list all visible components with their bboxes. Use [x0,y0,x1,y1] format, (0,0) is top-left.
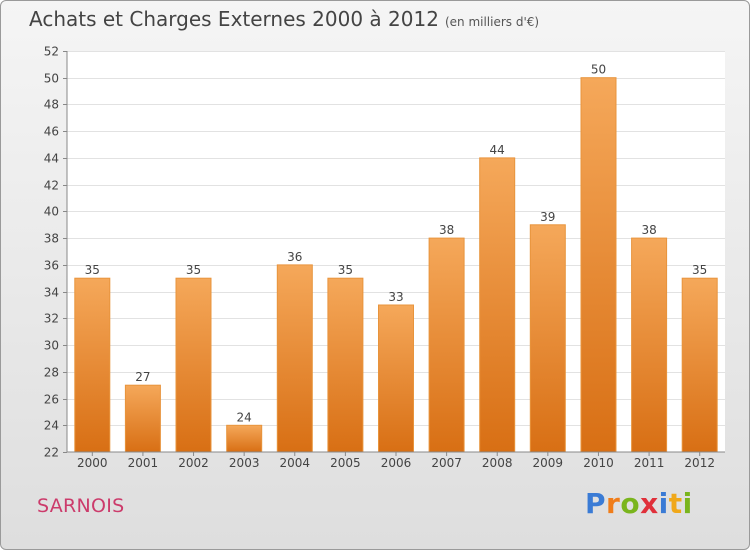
logo-letter: r [606,487,621,520]
y-tick-label: 52 [44,45,59,59]
data-label-2002: 35 [186,263,201,277]
bar-2004 [276,264,313,453]
commune-name: SARNOIS [37,495,125,517]
y-tick-label: 32 [44,312,59,326]
bar-2008 [479,157,516,453]
y-tick-label: 28 [44,366,59,380]
chart-title: Achats et Charges Externes 2000 à 2012 (e… [29,7,539,31]
y-tick-label: 48 [44,98,59,112]
bar-2009 [529,224,566,453]
bars: 35 27 35 24 36 35 33 38 44 39 50 38 35 [74,63,718,453]
x-tick-label-2001: 2001 [128,456,159,470]
y-tick-label: 22 [44,446,59,460]
y-tick-label: 34 [44,286,59,300]
y-tick-label: 46 [44,125,59,139]
chart-title-text: Achats et Charges Externes 2000 à 2012 [29,7,439,31]
x-tick-label-2012: 2012 [684,456,715,470]
bar-2006 [378,304,414,453]
logo-letter: i [658,487,669,520]
data-label-2000: 35 [85,263,100,277]
data-label-2011: 38 [641,223,656,237]
x-tick-label-2009: 2009 [533,456,564,470]
y-tick-label: 42 [44,179,59,193]
bar-2001 [124,384,161,453]
y-tick-label: 24 [44,419,59,433]
bar-2000 [74,277,111,453]
x-tick-label-2004: 2004 [280,456,311,470]
bar-2002 [175,277,212,453]
x-axis: 2000 2001 2002 2003 2004 2005 2006 2007 2008 2009… [77,452,715,470]
bar-2010 [580,77,617,453]
y-tick-label: 38 [44,232,59,246]
y-tick-label: 40 [44,205,59,219]
data-label-2004: 36 [287,250,302,264]
x-tick-label-2008: 2008 [482,456,513,470]
logo-letter: P [585,487,607,520]
y-tick-label: 36 [44,259,59,273]
bar-2011 [631,237,668,453]
data-label-2007: 38 [439,223,454,237]
unit-note: (en milliers d'€) [444,15,540,29]
data-label-2008: 44 [490,143,505,157]
logo-letter: x [640,487,659,520]
y-tick-label: 26 [44,393,59,407]
x-tick-label-2006: 2006 [381,456,412,470]
bar-2003 [226,424,263,453]
data-label-2012: 35 [692,263,707,277]
data-label-2005: 35 [338,263,353,277]
x-tick-label-2000: 2000 [77,456,108,470]
y-tick-label: 50 [44,72,59,86]
data-label-2010: 50 [591,63,606,77]
bar-2005 [327,277,364,453]
x-tick-label-2005: 2005 [330,456,361,470]
bar-2007 [428,237,465,453]
data-label-2006: 33 [388,290,403,304]
data-label-2001: 27 [135,370,150,384]
logo-letter: i [682,487,693,520]
data-label-2009: 39 [540,210,555,224]
y-tick-label: 30 [44,339,59,353]
x-tick-label-2003: 2003 [229,456,260,470]
logo-letter: o [620,487,641,520]
proxiti-logo[interactable]: Proxiti [585,487,693,520]
logo-letter: t [668,487,683,520]
bar-2012 [681,277,718,453]
x-tick-label-2007: 2007 [431,456,462,470]
y-axis: 22 24 26 28 30 32 34 36 38 40 42 44 46 48 50 52 [44,45,67,460]
data-label-2003: 24 [237,410,252,424]
x-tick-label-2010: 2010 [583,456,614,470]
y-tick-label: 44 [44,152,59,166]
x-tick-label-2002: 2002 [178,456,209,470]
x-tick-label-2011: 2011 [634,456,665,470]
